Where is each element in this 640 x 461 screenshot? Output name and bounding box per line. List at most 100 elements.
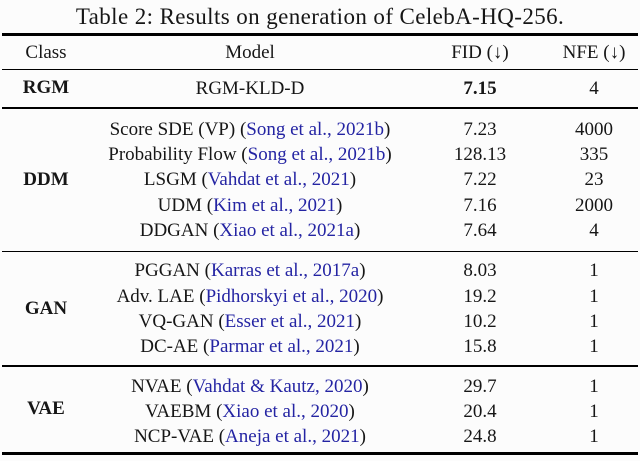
table-row: NVAE (Vahdat & Kautz, 2020) 29.7 1 bbox=[90, 374, 638, 399]
nfe-value: 1 bbox=[589, 425, 599, 447]
table-row: LSGM (Vahdat et al., 2021) 7.22 23 bbox=[90, 167, 638, 192]
nfe-value: 1 bbox=[589, 375, 599, 397]
header-rule bbox=[2, 68, 638, 70]
model-name: VAEBM bbox=[145, 400, 212, 422]
model-cell: PGGAN (Karras et al., 2017a) bbox=[90, 258, 410, 283]
fid-value: 10.2 bbox=[463, 310, 497, 332]
citation-paren: ) bbox=[355, 310, 362, 332]
model-cell: RGM-KLD-D bbox=[90, 76, 410, 101]
table-row: RGM-KLD-D 7.15 4 bbox=[90, 76, 638, 101]
nfe-value: 335 bbox=[579, 144, 609, 166]
citation-paren: ( bbox=[201, 194, 214, 216]
fid-value: 7.22 bbox=[463, 169, 497, 191]
fid-value: 24.8 bbox=[463, 425, 497, 447]
column-header-nfe: NFE (↓) bbox=[562, 41, 626, 63]
model-name: Adv. LAE bbox=[116, 285, 195, 307]
citation-link[interactable]: Aneja et al., 2021 bbox=[225, 425, 360, 447]
model-name: PGGAN bbox=[134, 260, 200, 282]
citation-link[interactable]: Vahdat et al., 2021 bbox=[207, 169, 350, 191]
nfe-value: 2000 bbox=[575, 194, 613, 216]
citation-paren: ( bbox=[213, 310, 225, 332]
nfe-value: 4 bbox=[589, 77, 599, 99]
citation-link[interactable]: Pidhorskyi et al., 2020 bbox=[205, 285, 378, 307]
citation-link[interactable]: Song et al., 2021b bbox=[246, 119, 385, 141]
model-cell: DC-AE (Parmar et al., 2021) bbox=[90, 334, 410, 359]
citation-paren: ) bbox=[353, 219, 361, 241]
model-cell: Probability Flow (Song et al., 2021b) bbox=[90, 142, 410, 167]
citation-paren: ( bbox=[236, 144, 248, 166]
citation-link[interactable]: Karras et al., 2017a bbox=[210, 260, 360, 282]
class-label-gan: GAN bbox=[24, 297, 68, 319]
nfe-value: 23 bbox=[584, 169, 604, 191]
nfe-value: 4 bbox=[589, 219, 599, 241]
citation-link[interactable]: Song et al., 2021b bbox=[247, 144, 386, 166]
citation-paren: ( bbox=[211, 400, 223, 422]
fid-value: 7.16 bbox=[463, 194, 497, 216]
citation-paren: ) bbox=[359, 260, 366, 282]
citation-paren: ) bbox=[362, 375, 369, 397]
table-row: PGGAN (Karras et al., 2017a) 8.03 1 bbox=[90, 258, 638, 283]
class-label-rgm: RGM bbox=[22, 77, 70, 99]
table-section-gan: GAN PGGAN (Karras et al., 2017a) 8.03 1 … bbox=[2, 252, 638, 365]
model-cell: UDM (Kim et al., 2021) bbox=[90, 193, 410, 218]
model-name: UDM bbox=[157, 194, 202, 216]
bottom-rule bbox=[2, 452, 638, 455]
citation-paren: ( bbox=[198, 335, 210, 357]
citation-link[interactable]: Xiao et al., 2021a bbox=[219, 219, 354, 241]
citation-paren: ( bbox=[194, 285, 206, 307]
table-section-ddm: DDM Score SDE (VP) (Song et al., 2021b) … bbox=[2, 109, 638, 251]
nfe-value: 1 bbox=[589, 400, 599, 422]
citation-paren: ) bbox=[385, 144, 392, 166]
model-cell: LSGM (Vahdat et al., 2021) bbox=[90, 167, 410, 192]
citation-paren: ( bbox=[199, 260, 211, 282]
model-name: DDGAN bbox=[139, 219, 209, 241]
model-name: Score SDE (VP) bbox=[109, 119, 236, 141]
nfe-value: 4000 bbox=[575, 119, 613, 141]
citation-link[interactable]: Vahdat & Kautz, 2020 bbox=[192, 375, 363, 397]
header-row: Class Model FID (↓) NFE (↓) bbox=[2, 36, 638, 69]
model-cell: VAEBM (Xiao et al., 2020) bbox=[90, 399, 410, 424]
model-name: NVAE bbox=[131, 375, 182, 397]
model-name: LSGM bbox=[143, 169, 197, 191]
fid-value: 7.64 bbox=[463, 219, 497, 241]
table-section-vae: VAE NVAE (Vahdat & Kautz, 2020) 29.7 1 V… bbox=[2, 367, 638, 453]
table-row: VAEBM (Xiao et al., 2020) 20.4 1 bbox=[90, 399, 638, 424]
model-cell: DDGAN (Xiao et al., 2021a) bbox=[90, 218, 410, 243]
fid-value: 8.03 bbox=[463, 260, 497, 282]
model-cell: Adv. LAE (Pidhorskyi et al., 2020) bbox=[90, 284, 410, 309]
citation-paren: ( bbox=[213, 425, 226, 447]
citation-paren: ) bbox=[353, 335, 360, 357]
model-name: NCP-VAE bbox=[134, 425, 214, 447]
table-row: DC-AE (Parmar et al., 2021) 15.8 1 bbox=[90, 334, 638, 359]
table-row: VQ-GAN (Esser et al., 2021) 10.2 1 bbox=[90, 309, 638, 334]
fid-value: 20.4 bbox=[463, 400, 497, 422]
fid-value: 19.2 bbox=[463, 285, 497, 307]
citation-link[interactable]: Kim et al., 2021 bbox=[213, 194, 337, 216]
table-row: Adv. LAE (Pidhorskyi et al., 2020) 19.2 … bbox=[90, 284, 638, 309]
citation-link[interactable]: Esser et al., 2021 bbox=[224, 310, 355, 332]
model-cell: NCP-VAE (Aneja et al., 2021) bbox=[90, 424, 410, 449]
citation-link[interactable]: Parmar et al., 2021 bbox=[209, 335, 354, 357]
model-name: DC-AE bbox=[140, 335, 199, 357]
table-section-rgm: RGM RGM-KLD-D 7.15 4 bbox=[2, 70, 638, 107]
column-header-class: Class bbox=[25, 41, 67, 63]
table-row: NCP-VAE (Aneja et al., 2021) 24.8 1 bbox=[90, 424, 638, 449]
citation-link[interactable]: Xiao et al., 2020 bbox=[222, 400, 349, 422]
nfe-value: 1 bbox=[589, 260, 599, 282]
citation-paren: ) bbox=[384, 119, 391, 141]
section-rule bbox=[2, 251, 638, 253]
citation-paren: ( bbox=[208, 219, 220, 241]
column-header-model: Model bbox=[225, 41, 275, 63]
model-cell: VQ-GAN (Esser et al., 2021) bbox=[90, 309, 410, 334]
class-label-vae: VAE bbox=[27, 398, 65, 420]
model-cell: Score SDE (VP) (Song et al., 2021b) bbox=[90, 117, 410, 142]
nfe-value: 1 bbox=[589, 335, 599, 357]
table-row: UDM (Kim et al., 2021) 7.16 2000 bbox=[90, 193, 638, 218]
fid-value: 29.7 bbox=[463, 375, 497, 397]
citation-paren: ) bbox=[359, 425, 366, 447]
model-name: VQ-GAN bbox=[138, 310, 214, 332]
model-name: RGM-KLD-D bbox=[195, 77, 305, 99]
citation-paren: ( bbox=[235, 119, 247, 141]
top-rule bbox=[2, 33, 638, 36]
